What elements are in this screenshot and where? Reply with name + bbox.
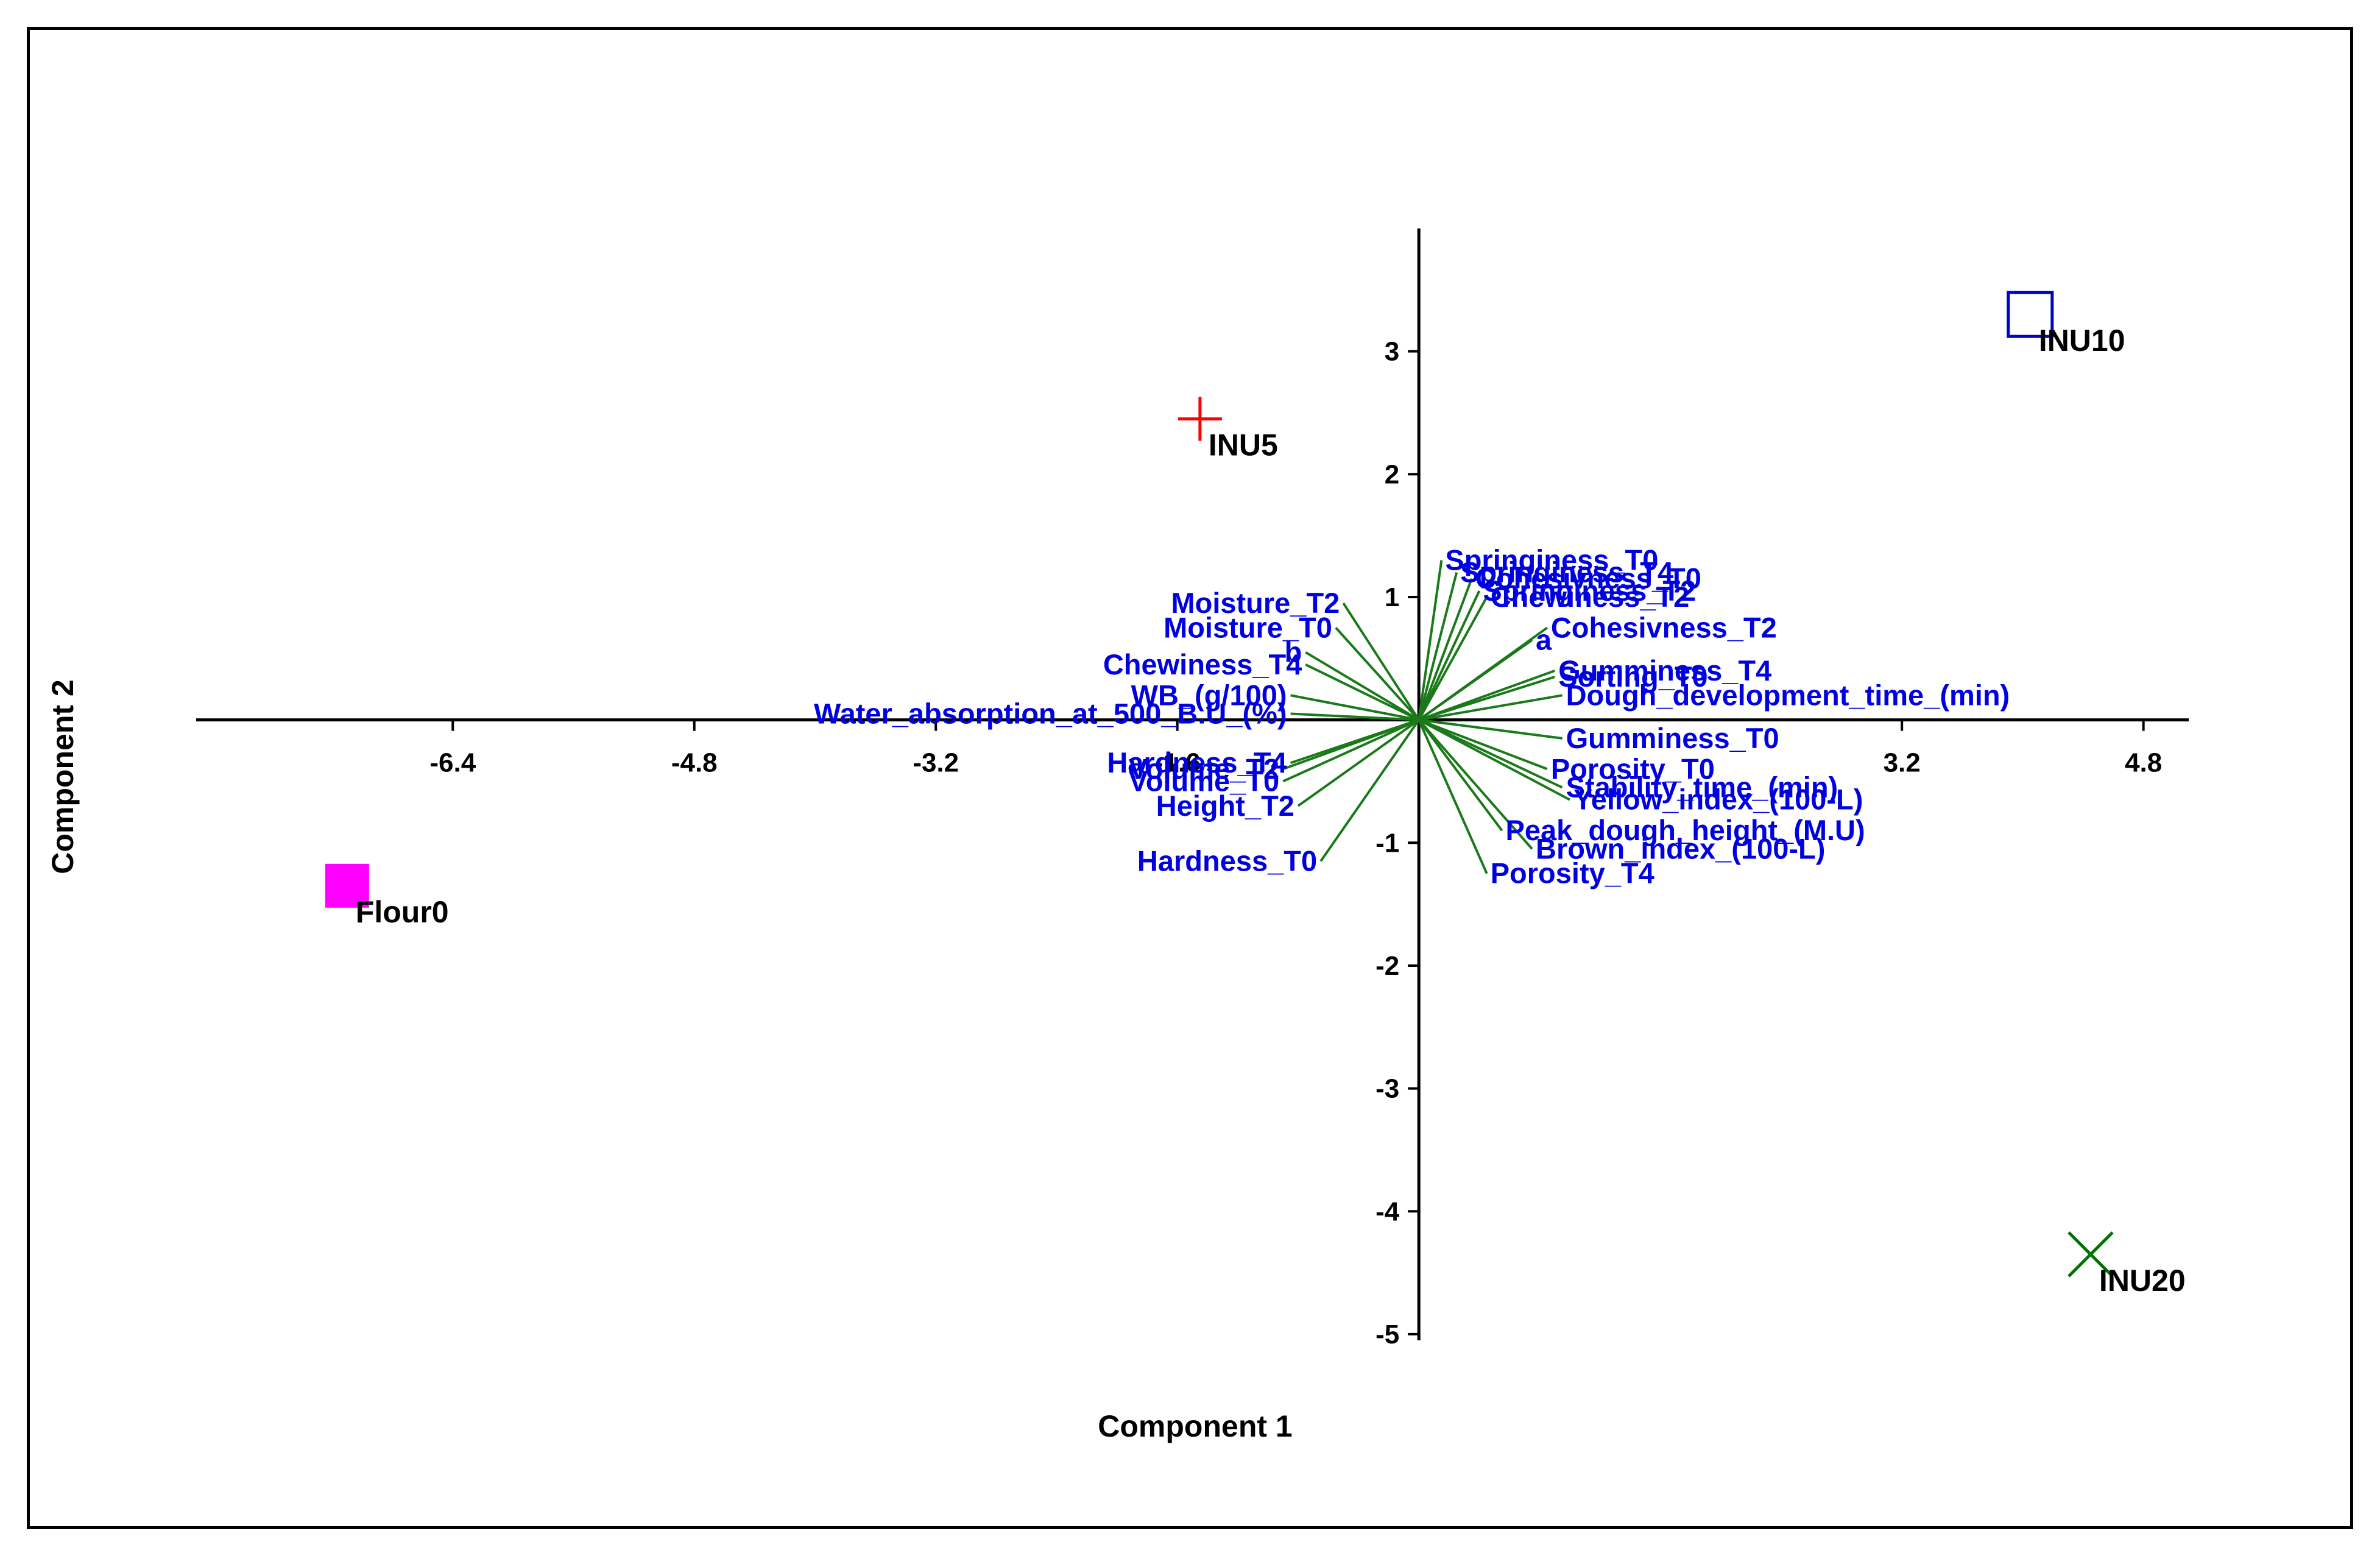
- loading-vector: [1418, 718, 1548, 771]
- loading-label: Springiness_T4: [1460, 556, 1673, 589]
- loading-label: Stability_time_(min): [1566, 771, 1838, 804]
- loading-vector: [1418, 590, 1481, 721]
- sample-points: Flour0 INU5 INU10 INU20: [325, 291, 2186, 1298]
- loading-vector: [1418, 718, 1563, 789]
- y-tick-label: -3: [1375, 1074, 1399, 1104]
- x-tick-label: -3.2: [913, 748, 959, 778]
- loading-vector: [1342, 602, 1420, 721]
- loading-vector: [1305, 663, 1420, 721]
- point-label: INU5: [1209, 428, 1278, 462]
- point-marker-x-b: [2067, 1231, 2114, 1278]
- loading-vector: [1418, 596, 1488, 721]
- loading-vector: [1282, 718, 1420, 783]
- loading-vector: [1418, 676, 1555, 721]
- loading-vector: [1305, 651, 1420, 721]
- point-marker-square: [325, 863, 369, 908]
- x-tick-label: 3.2: [1884, 748, 1921, 778]
- loading-label: Brown_index_(100-L): [1536, 832, 1825, 865]
- point-marker-open-square: [2007, 291, 2054, 338]
- y-axis-label: Component 2: [46, 679, 80, 874]
- loading-label: Chewiness_T2: [1491, 581, 1690, 613]
- loading-label: Springiness_T0: [1445, 543, 1658, 576]
- x-tick-label: 4.8: [2125, 748, 2162, 778]
- loading-vector: [1418, 719, 1533, 850]
- loading-vector: [1290, 694, 1419, 721]
- loading-vector: [1418, 626, 1548, 721]
- loading-vector: [1418, 694, 1563, 721]
- y-tick-label: -4: [1375, 1197, 1400, 1226]
- loading-label: Moisture_T2: [1171, 587, 1340, 619]
- loading-vector: [1282, 718, 1419, 771]
- x-tick-label: -4.8: [671, 748, 718, 778]
- loading-label: Springiness_T2: [1483, 575, 1696, 607]
- point-label: Flour0: [356, 895, 449, 929]
- y-tick-label: -2: [1375, 951, 1399, 981]
- loading-vector: [1418, 572, 1458, 721]
- loading-label: Moisture_T0: [1164, 611, 1332, 643]
- loading-vector: [1297, 719, 1420, 807]
- point-label: INU20: [2099, 1264, 2186, 1298]
- loading-label: Porosity_T0: [1551, 752, 1715, 785]
- loading-label: b: [1285, 636, 1302, 668]
- x-tick-label: -1.6: [1154, 748, 1201, 778]
- x-tick-label: -6.4: [429, 748, 476, 778]
- axes: -6.4 -4.8 -3.2 -1.6 3.2 4.8 -5 -4 -3 -2 -1 1 2 3: [196, 228, 2189, 1349]
- loading-label: Yellow_index_(100-L): [1573, 783, 1863, 816]
- loading-label: Volume_T2: [1129, 752, 1279, 785]
- loading-vector: [1290, 712, 1419, 721]
- loading-label: Gumminess_T4: [1558, 654, 1771, 687]
- loading-vector: [1418, 719, 1503, 832]
- y-tick-label: -5: [1375, 1320, 1399, 1349]
- loading-vectors: [1282, 560, 1570, 874]
- loading-vector: [1418, 560, 1443, 720]
- y-tick-label: 3: [1385, 337, 1399, 367]
- loading-vector: [1418, 578, 1473, 721]
- loading-label: Hardness_T0: [1137, 845, 1317, 877]
- loading-vector: [1418, 718, 1570, 801]
- loading-vector: [1418, 719, 1488, 874]
- loading-label: Sorting_T0: [1558, 660, 1707, 693]
- loading-vector: [1319, 719, 1420, 862]
- y-tick-label: 2: [1385, 459, 1399, 489]
- loading-label: Cohesivness_T2: [1551, 611, 1777, 643]
- y-tick-label: -1: [1375, 828, 1399, 858]
- loading-label: Gumminess_T0: [1566, 722, 1779, 754]
- loading-vector: [1335, 627, 1420, 721]
- loading-label: Hardness_T4: [1107, 746, 1287, 779]
- loading-label: Height_T2: [1156, 790, 1294, 822]
- loading-label: Porosity_T4: [1491, 857, 1654, 889]
- loading-label: Volume_T0: [1129, 765, 1279, 797]
- loading-label: Dough_development_time_(min): [1566, 679, 2010, 711]
- point-label: INU10: [2039, 324, 2125, 358]
- loading-label: Peak_dough_height_(M.U): [1505, 814, 1865, 846]
- chart-frame: [27, 27, 2353, 1529]
- loading-label: Chewiness_T4: [1103, 648, 1302, 681]
- loading-vector: [1418, 718, 1563, 740]
- x-axis-label: Component 1: [1098, 1409, 1292, 1443]
- loading-label: WB_(g/100): [1131, 679, 1287, 711]
- y-tick-label: 1: [1385, 582, 1399, 612]
- loading-label: Cohesivness_T0: [1475, 562, 1701, 595]
- loading-labels: Springiness_T0Springiness_T4Cohesivness_…: [814, 543, 2010, 889]
- loading-label: Water_absorption_at_500_B.U_(%): [814, 698, 1287, 730]
- loading-label: a: [1536, 624, 1552, 656]
